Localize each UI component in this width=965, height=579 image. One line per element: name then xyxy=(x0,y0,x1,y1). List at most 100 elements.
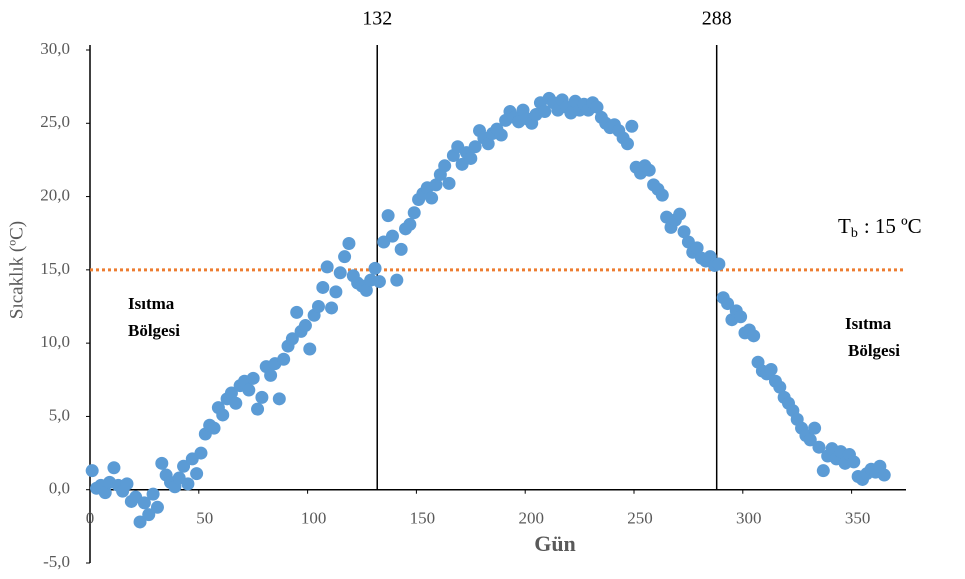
data-point xyxy=(390,273,404,287)
data-point xyxy=(342,236,356,250)
x-tick-label: 100 xyxy=(301,509,327,528)
data-point xyxy=(368,261,382,275)
data-point xyxy=(242,383,256,397)
data-point xyxy=(747,329,761,343)
data-point xyxy=(251,402,265,416)
data-point xyxy=(255,390,269,404)
data-point xyxy=(229,396,243,410)
data-point xyxy=(216,408,230,422)
data-point xyxy=(690,241,704,255)
data-point xyxy=(359,283,373,297)
data-point xyxy=(142,508,156,522)
data-point xyxy=(394,242,408,256)
data-point xyxy=(620,137,634,151)
data-point xyxy=(133,515,147,529)
data-point xyxy=(285,332,299,346)
y-tick-label: 15,0 xyxy=(40,259,70,278)
data-point xyxy=(425,191,439,205)
data-point xyxy=(311,300,325,313)
data-point xyxy=(298,319,312,333)
data-point xyxy=(277,352,291,366)
data-point xyxy=(642,163,656,177)
data-point xyxy=(625,119,639,133)
data-point xyxy=(155,456,169,470)
data-point xyxy=(464,151,478,165)
data-point xyxy=(655,188,669,202)
data-point xyxy=(303,342,317,356)
data-point xyxy=(385,229,399,243)
threshold-text: : 15 ºC xyxy=(864,214,922,238)
x-tick-label: 200 xyxy=(518,509,544,528)
data-point xyxy=(372,275,386,289)
data-point xyxy=(333,266,347,280)
x-tick-label: 350 xyxy=(845,509,871,528)
data-point xyxy=(712,257,726,271)
annotation: Bölgesi xyxy=(128,321,180,340)
data-point xyxy=(438,159,452,173)
annotation: Isıtma xyxy=(128,294,175,313)
data-point xyxy=(320,260,334,274)
data-point xyxy=(98,486,112,500)
y-tick-label: 0,0 xyxy=(49,479,70,498)
y-tick-label: 10,0 xyxy=(40,332,70,351)
x-tick-label: 250 xyxy=(627,509,653,528)
data-point xyxy=(590,100,604,114)
data-point xyxy=(85,464,99,478)
y-tick-label: 20,0 xyxy=(40,185,70,204)
y-tick-label: 5,0 xyxy=(49,405,70,424)
data-point xyxy=(481,137,495,151)
data-point xyxy=(403,217,417,231)
data-point xyxy=(338,250,352,264)
data-point xyxy=(812,440,826,454)
data-point xyxy=(194,446,208,460)
data-point xyxy=(224,386,238,400)
data-point xyxy=(673,207,687,221)
data-point xyxy=(803,433,817,447)
data-point xyxy=(734,310,748,324)
data-point xyxy=(290,305,304,319)
data-point xyxy=(177,459,191,473)
data-point xyxy=(107,461,121,475)
annotation: Isıtma xyxy=(845,314,892,333)
data-point xyxy=(494,128,508,142)
threshold-label: Tb : 15 ºC xyxy=(838,214,922,241)
data-point xyxy=(329,285,343,299)
y-axis-label: Sıcaklık (ºC) xyxy=(6,221,27,319)
data-point xyxy=(877,468,891,482)
threshold-symbol: T xyxy=(838,214,851,238)
data-point xyxy=(538,105,552,119)
y-tick-label: 25,0 xyxy=(40,112,70,131)
data-point xyxy=(764,363,778,377)
data-point xyxy=(381,209,395,223)
reference-label: 132 xyxy=(362,8,392,30)
data-point xyxy=(316,280,330,294)
data-point xyxy=(468,140,482,154)
data-point xyxy=(773,380,787,394)
reference-label: 288 xyxy=(702,8,732,30)
x-tick-label: 300 xyxy=(736,509,762,528)
y-tick-label: 30,0 xyxy=(40,39,70,58)
data-point xyxy=(246,371,260,385)
data-point xyxy=(816,464,830,478)
threshold-subscript: b xyxy=(851,226,858,241)
data-point xyxy=(808,421,822,435)
y-tick-label: -5,0 xyxy=(43,552,70,571)
data-point xyxy=(429,178,443,192)
data-point xyxy=(181,477,195,491)
data-point xyxy=(677,225,691,239)
annotation: Bölgesi xyxy=(848,341,900,360)
data-point xyxy=(442,176,456,190)
data-point xyxy=(120,477,134,491)
data-point xyxy=(207,421,221,435)
data-point xyxy=(150,500,164,514)
data-point xyxy=(847,455,861,469)
x-tick-label: 150 xyxy=(410,509,436,528)
data-point xyxy=(264,368,278,382)
x-axis-label: Gün xyxy=(534,531,576,556)
x-tick-label: 0 xyxy=(86,509,95,528)
data-point xyxy=(325,301,339,315)
data-point xyxy=(272,392,286,406)
data-point xyxy=(190,467,204,481)
